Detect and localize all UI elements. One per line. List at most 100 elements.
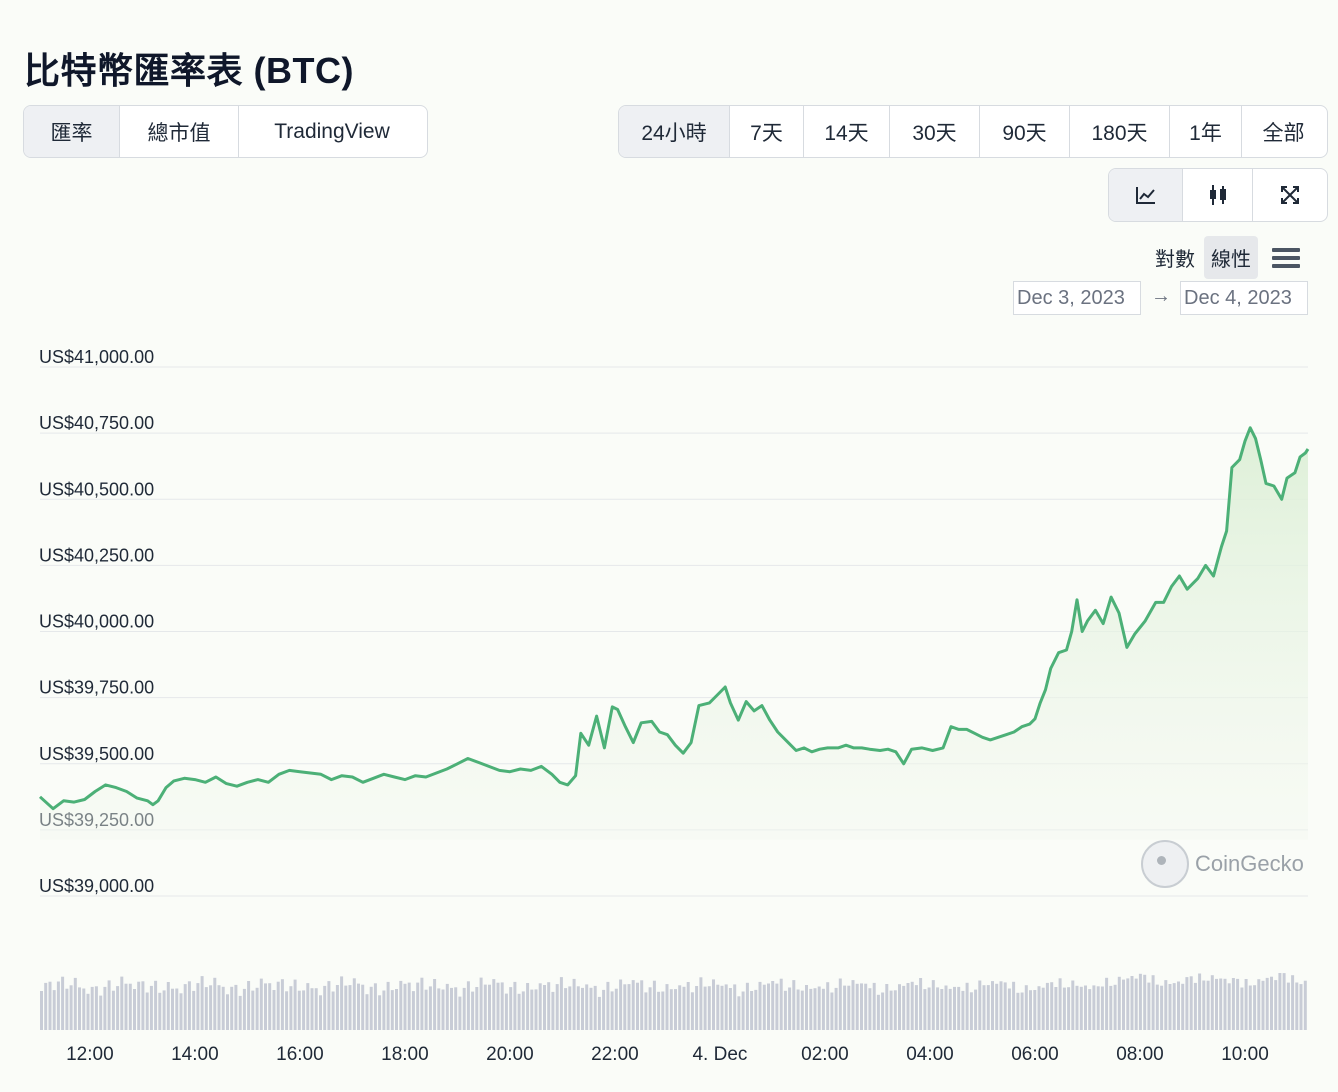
date-from-input[interactable]: Dec 3, 2023 (1013, 281, 1141, 315)
volume-bar (1079, 986, 1083, 1030)
tab-market-cap[interactable]: 總市值 (120, 106, 239, 157)
volume-bar (821, 988, 825, 1030)
volume-bar (860, 983, 863, 1030)
volume-bar (640, 980, 644, 1030)
candlestick-button[interactable] (1183, 169, 1253, 221)
volume-bar (314, 988, 318, 1030)
volume-bar (1151, 975, 1155, 1030)
volume-bar (1143, 974, 1147, 1030)
volume-bar (466, 981, 470, 1030)
volume-bar (568, 986, 572, 1030)
coingecko-logo (1141, 840, 1189, 888)
volume-bar (276, 981, 280, 1030)
linear-scale-button[interactable]: 線性 (1204, 236, 1258, 279)
fullscreen-icon (1281, 186, 1299, 204)
volume-bar (441, 989, 445, 1030)
volume-bar (559, 977, 563, 1030)
volume-bar (868, 988, 872, 1030)
volume-bar (1050, 982, 1054, 1030)
volume-bar (703, 986, 707, 1030)
range-7d-button[interactable]: 7天 (730, 106, 804, 157)
volume-bar (61, 976, 65, 1030)
volume-bar (331, 991, 335, 1030)
volume-bar (319, 995, 322, 1030)
y-tick-label: US$40,750.00 (39, 413, 154, 433)
tab-price[interactable]: 匯率 (24, 106, 120, 157)
volume-bar (251, 990, 255, 1030)
volume-bar (1105, 977, 1109, 1030)
volume-bar (141, 981, 145, 1030)
x-tick-label: 4. Dec (692, 1044, 747, 1065)
volume-bar (285, 991, 289, 1030)
hamburger-menu-icon[interactable] (1272, 244, 1300, 272)
range-180d-button[interactable]: 180天 (1070, 106, 1170, 157)
volume-bar (881, 992, 885, 1030)
volume-bar (788, 987, 792, 1030)
volume-bar (1240, 987, 1244, 1030)
volume-bar (1210, 975, 1214, 1030)
volume-bar (488, 984, 491, 1030)
volume-bar (40, 991, 43, 1030)
volume-bar (166, 982, 170, 1030)
fullscreen-button[interactable] (1253, 169, 1327, 221)
volume-bar (187, 981, 191, 1030)
volume-bar (631, 980, 635, 1030)
volume-bar (310, 988, 314, 1030)
volume-bar (813, 988, 817, 1030)
line-chart-icon (1135, 187, 1155, 204)
tab-tradingview[interactable]: TradingView (274, 119, 390, 143)
volume-bar (323, 985, 327, 1030)
volume-bar (179, 993, 183, 1030)
volume-bar (589, 987, 593, 1030)
volume-bar (242, 988, 246, 1030)
line-chart-button[interactable] (1109, 169, 1183, 221)
volume-bar (1109, 985, 1113, 1030)
range-24h-button[interactable]: 24小時 (619, 106, 730, 157)
date-to-input[interactable]: Dec 4, 2023 (1180, 281, 1308, 315)
volume-bar (373, 983, 377, 1030)
volume-bar (1206, 980, 1210, 1030)
range-all-button[interactable]: 全部 (1262, 121, 1305, 145)
range-30d-button[interactable]: 30天 (890, 106, 980, 157)
volume-bar (728, 988, 732, 1030)
volume-bars (40, 973, 1307, 1030)
volume-bar (390, 990, 394, 1030)
volume-bar (52, 990, 56, 1030)
volume-bar (851, 980, 855, 1030)
volume-bar (1138, 973, 1142, 1030)
y-tick-label: US$40,500.00 (39, 479, 154, 499)
volume-bar (936, 987, 940, 1030)
volume-bar (496, 982, 500, 1030)
volume-bar (1193, 982, 1197, 1030)
volume-bar (1282, 973, 1286, 1030)
range-90d-button[interactable]: 90天 (980, 106, 1070, 157)
volume-bar (661, 991, 665, 1030)
volume-bar (86, 993, 90, 1030)
volume-bar (289, 986, 293, 1030)
volume-bar (543, 985, 546, 1030)
range-14d-button[interactable]: 14天 (804, 106, 890, 157)
volume-bar (1185, 977, 1189, 1030)
volume-bar (1155, 984, 1159, 1030)
volume-bar (974, 989, 978, 1030)
volume-bar (378, 995, 382, 1030)
volume-bar (1024, 985, 1028, 1030)
volume-bar (200, 976, 204, 1030)
volume-bar (1122, 979, 1125, 1030)
volume-bar (1029, 990, 1032, 1030)
volume-bar (420, 977, 424, 1030)
x-tick-label: 08:00 (1116, 1044, 1164, 1065)
volume-bar (1126, 978, 1130, 1030)
log-scale-button[interactable]: 對數 (1155, 249, 1195, 271)
volume-bar (1219, 978, 1223, 1030)
volume-bar (576, 986, 580, 1030)
volume-bar (204, 987, 208, 1030)
volume-bar (365, 994, 369, 1030)
volume-bar (762, 984, 766, 1030)
range-1y-button[interactable]: 1年 (1170, 106, 1242, 157)
volume-bar (416, 982, 420, 1030)
x-tick-label: 14:00 (171, 1044, 219, 1065)
volume-bar (834, 987, 838, 1030)
volume-bar (504, 993, 508, 1030)
